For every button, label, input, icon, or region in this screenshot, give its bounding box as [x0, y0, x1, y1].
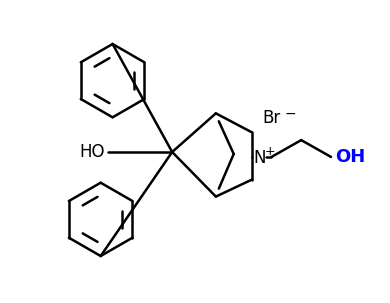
- Text: Br: Br: [262, 109, 281, 127]
- Text: OH: OH: [335, 148, 365, 166]
- Text: −: −: [284, 106, 296, 120]
- Text: N: N: [254, 149, 266, 167]
- Text: +: +: [264, 145, 275, 158]
- Text: HO: HO: [79, 143, 105, 161]
